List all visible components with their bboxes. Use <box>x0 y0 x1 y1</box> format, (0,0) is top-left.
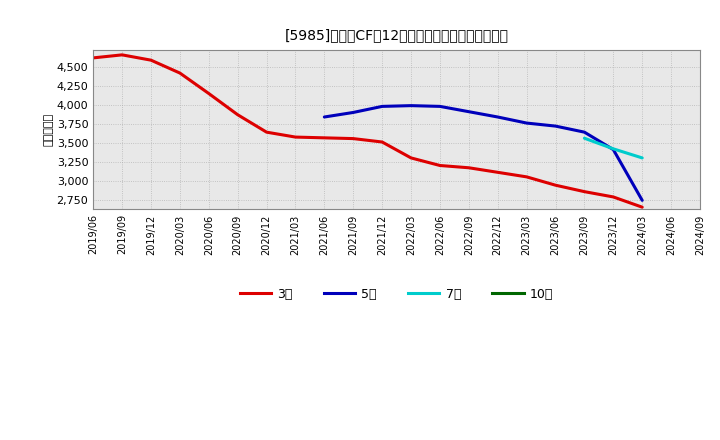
Title: [5985]　営業CFだ12か月移動合計の平均値の推移: [5985] 営業CFだ12か月移動合計の平均値の推移 <box>284 28 508 42</box>
Y-axis label: （百万円）: （百万円） <box>44 114 54 147</box>
Legend: 3年, 5年, 7年, 10年: 3年, 5年, 7年, 10年 <box>235 282 558 305</box>
